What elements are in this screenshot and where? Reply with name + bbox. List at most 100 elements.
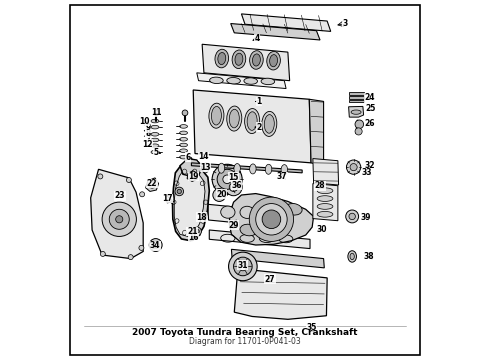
Polygon shape	[172, 163, 209, 241]
Ellipse shape	[351, 110, 361, 114]
Polygon shape	[348, 107, 364, 117]
Ellipse shape	[151, 150, 159, 154]
Circle shape	[128, 255, 133, 260]
Circle shape	[126, 177, 131, 183]
Text: 2: 2	[256, 123, 261, 132]
Circle shape	[190, 174, 194, 179]
Ellipse shape	[240, 206, 254, 219]
Text: 2007 Toyota Tundra Bearing Set, Crankshaft: 2007 Toyota Tundra Bearing Set, Cranksha…	[132, 328, 358, 337]
Text: 38: 38	[364, 252, 375, 261]
Text: 11: 11	[151, 108, 162, 117]
Text: 33: 33	[362, 168, 372, 177]
Ellipse shape	[261, 78, 275, 85]
Polygon shape	[202, 44, 290, 81]
Text: 17: 17	[162, 194, 172, 203]
Ellipse shape	[210, 77, 223, 84]
Polygon shape	[146, 178, 159, 192]
Ellipse shape	[180, 143, 188, 147]
Ellipse shape	[227, 106, 242, 131]
Circle shape	[149, 239, 162, 251]
Circle shape	[346, 160, 361, 174]
Polygon shape	[234, 269, 327, 319]
Text: 27: 27	[265, 275, 275, 284]
Circle shape	[355, 128, 362, 135]
Text: 36: 36	[231, 180, 242, 189]
Ellipse shape	[245, 109, 260, 134]
Circle shape	[256, 203, 287, 235]
Circle shape	[100, 251, 105, 256]
Ellipse shape	[279, 207, 293, 219]
Circle shape	[355, 120, 364, 129]
Polygon shape	[356, 120, 362, 134]
Text: 26: 26	[364, 119, 374, 128]
Circle shape	[188, 172, 196, 181]
Ellipse shape	[180, 149, 188, 153]
Text: 19: 19	[188, 172, 199, 181]
Ellipse shape	[180, 138, 188, 141]
Ellipse shape	[227, 77, 241, 84]
Ellipse shape	[348, 251, 356, 262]
Circle shape	[139, 246, 144, 250]
Bar	[348, 100, 364, 102]
Ellipse shape	[317, 196, 333, 202]
Circle shape	[102, 202, 136, 237]
Text: 24: 24	[364, 93, 374, 102]
Circle shape	[153, 110, 159, 116]
Text: 29: 29	[228, 221, 239, 230]
Ellipse shape	[180, 156, 188, 159]
Polygon shape	[313, 184, 338, 221]
Ellipse shape	[209, 103, 224, 128]
Ellipse shape	[317, 211, 333, 217]
Bar	[348, 96, 364, 99]
Polygon shape	[208, 204, 310, 230]
Polygon shape	[174, 169, 205, 237]
Text: 5: 5	[154, 148, 159, 157]
Ellipse shape	[350, 253, 354, 260]
Circle shape	[225, 179, 242, 196]
Ellipse shape	[285, 203, 302, 215]
Text: 30: 30	[316, 225, 327, 234]
Polygon shape	[187, 171, 198, 181]
Text: 39: 39	[361, 213, 371, 222]
Polygon shape	[197, 73, 286, 89]
Text: 6: 6	[185, 153, 191, 162]
Ellipse shape	[151, 138, 159, 142]
Circle shape	[228, 252, 257, 281]
Text: 20: 20	[216, 190, 227, 199]
Text: 23: 23	[115, 191, 125, 200]
Ellipse shape	[267, 51, 280, 70]
Ellipse shape	[220, 206, 235, 218]
Bar	[348, 93, 364, 95]
Polygon shape	[229, 194, 314, 245]
Ellipse shape	[264, 114, 274, 133]
Polygon shape	[193, 90, 311, 163]
Text: 35: 35	[306, 323, 317, 332]
Ellipse shape	[259, 207, 273, 219]
Text: 1: 1	[256, 97, 261, 106]
Text: 16: 16	[188, 233, 199, 242]
Ellipse shape	[240, 224, 257, 236]
Ellipse shape	[281, 165, 288, 175]
Text: 22: 22	[147, 179, 157, 188]
Text: 3: 3	[343, 19, 347, 28]
Circle shape	[116, 216, 123, 223]
Text: 4: 4	[254, 34, 260, 43]
Ellipse shape	[252, 54, 260, 66]
Circle shape	[182, 110, 188, 116]
Ellipse shape	[266, 164, 272, 174]
Circle shape	[346, 210, 359, 223]
Circle shape	[223, 175, 231, 184]
Text: 21: 21	[187, 227, 197, 236]
Text: 15: 15	[228, 173, 239, 182]
Circle shape	[232, 222, 237, 226]
Ellipse shape	[234, 163, 241, 174]
Ellipse shape	[244, 78, 258, 84]
Polygon shape	[166, 194, 174, 203]
Polygon shape	[209, 230, 310, 249]
Circle shape	[262, 210, 281, 229]
Ellipse shape	[270, 55, 277, 67]
Ellipse shape	[249, 164, 256, 174]
Circle shape	[148, 181, 156, 188]
Polygon shape	[231, 249, 324, 268]
Ellipse shape	[202, 163, 209, 173]
